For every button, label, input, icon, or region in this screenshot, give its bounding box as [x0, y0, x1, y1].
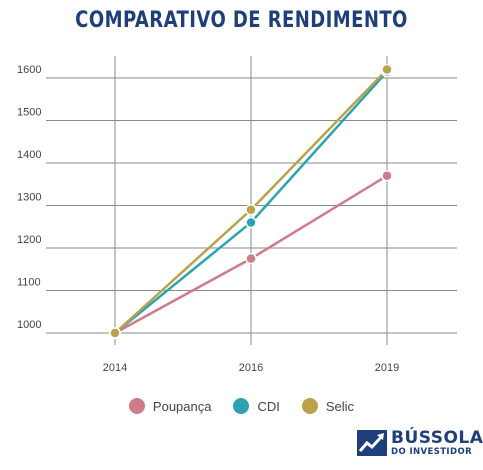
- x-axis-ticks: 2014 2016 2019: [103, 362, 399, 374]
- y-tick-label: 1200: [17, 234, 41, 246]
- chart-legend: Poupança CDI Selic: [0, 398, 483, 414]
- y-tick-label: 1600: [17, 64, 41, 76]
- x-tick-label: 2014: [103, 362, 127, 374]
- data-point: [381, 170, 393, 182]
- y-tick-label: 1100: [17, 277, 41, 289]
- data-point: [245, 216, 257, 229]
- legend-item: CDI: [233, 398, 280, 414]
- x-tick-label: 2016: [239, 362, 263, 374]
- legend-label: CDI: [257, 398, 280, 414]
- data-point: [245, 204, 257, 216]
- legend-item: Selic: [301, 398, 355, 414]
- legend-label: Poupança: [152, 398, 212, 414]
- x-tick-label: 2019: [375, 362, 399, 374]
- legend-item: Poupança: [128, 398, 212, 414]
- legend-swatch: [233, 398, 250, 414]
- grid-layer: [46, 56, 457, 345]
- series-layer: [109, 63, 393, 339]
- data-point: [109, 327, 121, 339]
- y-tick-label: 1300: [17, 192, 41, 204]
- y-tick-label: 1400: [17, 149, 41, 161]
- y-tick-label: 1500: [17, 107, 41, 119]
- legend-label: Selic: [325, 398, 355, 414]
- brand-logo: BÚSSOLA DO INVESTIDOR: [357, 430, 483, 457]
- y-tick-label: 1000: [17, 319, 41, 331]
- brand-name: BÚSSOLA: [391, 428, 483, 448]
- data-point: [381, 63, 393, 76]
- chart-title: COMPARATIVO DE RENDIMENTO: [75, 8, 408, 33]
- brand-subtitle: DO INVESTIDOR: [391, 447, 473, 457]
- chart-arrow-icon: [357, 430, 387, 457]
- data-point: [245, 252, 257, 265]
- legend-swatch: [301, 398, 318, 414]
- y-axis-ticks: 1000 1100 1200 1300 1400 1500 1600: [17, 64, 41, 331]
- legend-swatch: [128, 398, 145, 414]
